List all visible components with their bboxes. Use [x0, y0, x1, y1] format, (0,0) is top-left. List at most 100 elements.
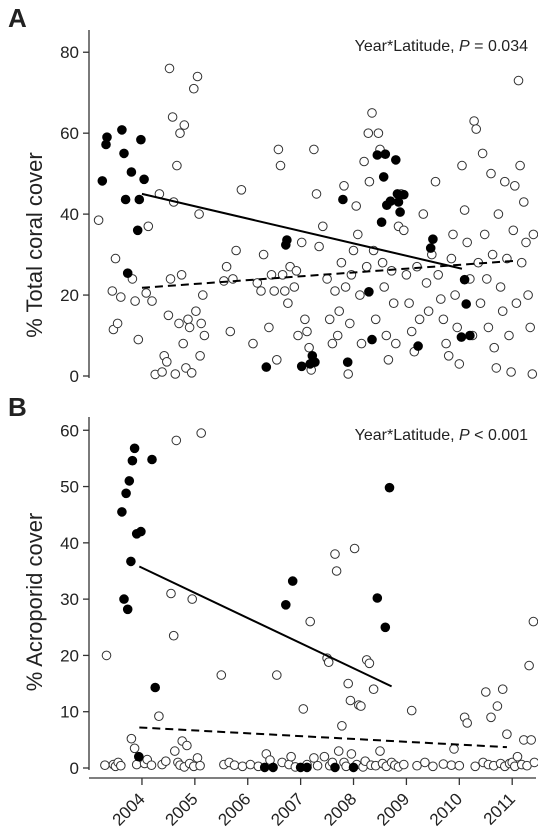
- panel-a-open-point: [493, 209, 504, 219]
- panel-a-open-point: [348, 245, 359, 256]
- panel-a-open-point: [404, 298, 414, 309]
- panel-a-open-point: [302, 326, 312, 337]
- x-axis: 2004 2005 2006 2007 2008 2009 2010 2011: [89, 777, 536, 830]
- panel-a-open-point: [462, 237, 473, 248]
- panel-a-open-point: [441, 338, 451, 349]
- panel-a-y-tick-label: 40: [60, 205, 79, 224]
- panel-a-trend-line-solid: [141, 192, 463, 270]
- x-tick-label: 2005: [161, 789, 201, 829]
- panel-a-open-point: [500, 176, 510, 187]
- panel-a-open-point: [430, 176, 441, 187]
- panel-b-filled-point: [330, 762, 340, 773]
- panel-b-open-point: [343, 678, 354, 689]
- panel-a-filled-point: [428, 234, 438, 244]
- panel-b-filled-point: [124, 476, 135, 486]
- panel-a-open-point: [309, 144, 319, 155]
- panel-b-open-point: [298, 704, 309, 714]
- panel-a-filled-point: [376, 217, 387, 227]
- panel-a-open-point: [162, 357, 172, 367]
- panel-b-open-point: [116, 760, 126, 771]
- panel-a-open-point: [174, 318, 184, 329]
- panel-b-open-point: [481, 687, 491, 697]
- panel-a: A % Total coral cover Year*Latitude, P =…: [8, 3, 538, 386]
- panel-b-y-tick-label: 50: [60, 478, 79, 497]
- panel-a-trend-line-dashed: [141, 259, 518, 289]
- panel-a-open-point: [231, 245, 241, 256]
- panel-b-filled-point: [121, 488, 131, 499]
- panel-a-open-point: [324, 314, 335, 325]
- panel-b-trend-line-dashed: [139, 726, 507, 749]
- panel-a-filled-point: [139, 174, 149, 185]
- panel-b-trend-line-solid: [138, 565, 393, 688]
- panel-a-filled-point: [296, 361, 307, 372]
- panel-a-open-point: [519, 197, 529, 207]
- panel-a-open-point: [452, 322, 463, 333]
- panel-b-open-point: [356, 701, 366, 711]
- panel-a-open-point: [355, 290, 365, 300]
- panel-b-open-point: [319, 751, 330, 762]
- panel-b-open-point: [272, 670, 282, 680]
- panel-b-filled-point: [302, 762, 312, 773]
- panel-a-open-point: [293, 330, 303, 341]
- panel-a-open-point: [256, 286, 266, 296]
- panel-b-open-point: [337, 721, 347, 731]
- panel-b-open-point: [446, 760, 457, 771]
- panel-a-open-point: [314, 241, 324, 252]
- panel-a-open-point: [497, 306, 508, 317]
- panel-b-open-point: [196, 428, 206, 438]
- panel-a-open-point: [304, 342, 314, 353]
- panel-a-open-point: [283, 298, 293, 309]
- panel-a-open-point: [300, 314, 310, 325]
- panel-a-open-point: [116, 292, 126, 302]
- panel-b-open-point: [492, 701, 503, 711]
- panel-a-open-point: [479, 229, 490, 240]
- panel-b-filled-point: [348, 762, 359, 773]
- panel-a-open-point: [388, 298, 399, 309]
- panel-b-filled-point: [117, 507, 127, 517]
- panel-a-open-point: [367, 108, 377, 118]
- panel-a-open-point: [264, 322, 274, 333]
- panel-a-open-point: [450, 290, 460, 300]
- panel-a-open-point: [110, 253, 121, 264]
- panel-a-open-point: [399, 225, 409, 236]
- panel-a-open-point: [345, 318, 355, 329]
- panel-a-open-point: [334, 306, 345, 317]
- panel-a-open-point: [483, 322, 494, 333]
- panel-a-open-point: [195, 351, 205, 361]
- panel-a-open-point: [93, 215, 104, 225]
- panel-a-filled-point: [395, 207, 405, 217]
- panel-a-filled-point: [413, 341, 423, 351]
- panel-b-open-point: [170, 746, 180, 756]
- panel-a-open-point: [183, 314, 193, 325]
- panel-a-open-point: [414, 314, 425, 325]
- panel-b-filled-point: [136, 526, 146, 537]
- panel-a-open-point: [521, 237, 531, 248]
- panel-a-open-point: [379, 282, 390, 292]
- panel-b-y-tick-label: 30: [60, 590, 79, 609]
- panel-b-open-point: [529, 757, 538, 768]
- panel-a-open-point: [528, 229, 538, 240]
- panel-a-annotation: Year*Latitude, P = 0.034: [355, 38, 528, 55]
- panel-a-open-point: [248, 338, 258, 349]
- panel-a-open-point: [373, 128, 384, 138]
- panel-a-filled-point: [338, 194, 348, 205]
- panel-a-filled-point: [342, 357, 353, 368]
- panel-a-open-point: [448, 229, 458, 240]
- panel-a-open-point: [421, 278, 432, 288]
- panel-a-open-point: [523, 290, 533, 300]
- panel-b-open-point: [146, 760, 157, 771]
- panel-a-filled-point: [102, 132, 112, 142]
- panel-a-filled-point: [126, 167, 137, 177]
- panel-a-filled-point: [282, 235, 292, 245]
- panel-b-filled-point: [384, 482, 395, 493]
- x-tick-label: 2009: [373, 789, 413, 829]
- panel-a-open-point: [383, 355, 394, 365]
- panel-b-letter: B: [8, 392, 27, 422]
- panel-a-open-point: [178, 338, 188, 349]
- panel-b-open-point: [161, 756, 171, 767]
- panel-b-open-point: [345, 695, 356, 706]
- panel-a-open-point: [191, 306, 201, 317]
- panel-a-open-point: [143, 221, 154, 232]
- panel-a-filled-point: [372, 150, 383, 160]
- panel-a-open-point: [165, 274, 176, 284]
